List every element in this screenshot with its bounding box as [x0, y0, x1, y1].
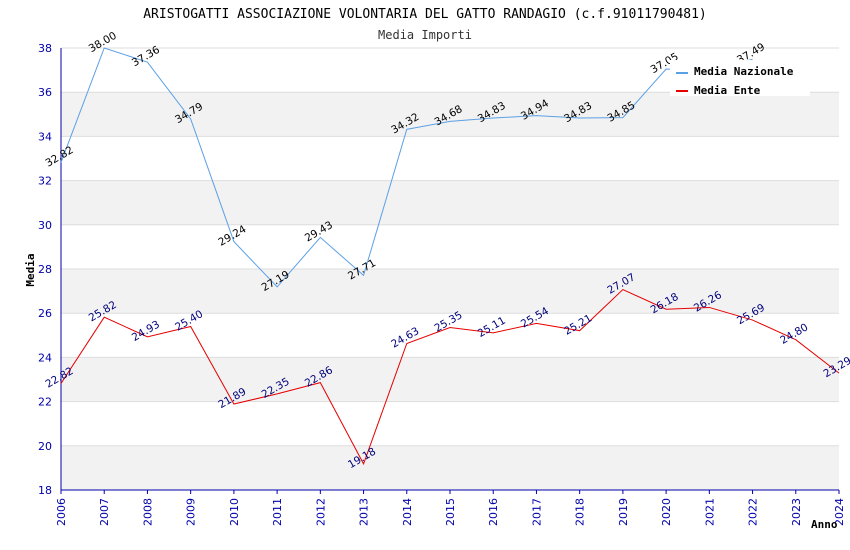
x-axis-label: Anno — [811, 518, 838, 531]
y-tick-label: 34 — [38, 130, 52, 143]
chart-subtitle: Media Importi — [378, 28, 472, 42]
x-tick-label: 2019 — [617, 498, 630, 526]
x-tick-label: 2023 — [790, 498, 803, 526]
x-tick-label: 2017 — [530, 498, 543, 526]
y-tick-label: 22 — [38, 396, 52, 409]
x-tick-label: 2020 — [660, 498, 673, 526]
legend-box — [670, 60, 810, 96]
y-axis-ticks: 18 20 22 24 26 28 30 32 34 36 38 — [38, 42, 52, 497]
grid-band — [61, 269, 839, 314]
y-tick-label: 38 — [38, 42, 52, 55]
series-line-media-nazionale — [60, 47, 753, 288]
y-tick-label: 28 — [38, 263, 52, 276]
y-tick-label: 26 — [38, 307, 52, 320]
y-tick-label: 32 — [38, 175, 52, 188]
grid-band — [61, 224, 839, 269]
x-tick-label: 2011 — [271, 498, 284, 526]
x-tick-label: 2013 — [358, 498, 371, 526]
x-tick-label: 2006 — [55, 498, 68, 526]
series-line-media-ente — [60, 288, 840, 466]
grid-band — [61, 136, 839, 181]
chart-title: ARISTOGATTI ASSOCIAZIONE VOLONTARIA DEL … — [143, 7, 707, 22]
legend: Media Nazionale Media Ente — [670, 60, 810, 97]
grid-band — [61, 92, 839, 137]
grid-band — [61, 180, 839, 225]
series-lines — [60, 47, 840, 466]
x-tick-label: 2021 — [703, 498, 716, 526]
legend-label-nazionale: Media Nazionale — [694, 65, 794, 78]
x-tick-label: 2010 — [228, 498, 241, 526]
grid-band — [61, 401, 839, 446]
x-tick-label: 2014 — [401, 498, 414, 526]
x-tick-label: 2007 — [98, 498, 111, 526]
x-tick-label: 2018 — [574, 498, 587, 526]
y-axis-label: Media — [24, 253, 37, 286]
y-tick-label: 18 — [38, 484, 52, 497]
y-tick-label: 36 — [38, 86, 52, 99]
legend-label-ente: Media Ente — [694, 84, 761, 97]
x-axis-ticks: 2006 2007 2008 2009 2010 2011 2012 2013 2014 2015… — [55, 490, 846, 526]
grid-bands — [60, 47, 839, 491]
grid-band — [61, 357, 839, 402]
x-tick-label: 2012 — [314, 498, 327, 526]
x-tick-label: 2008 — [141, 498, 154, 526]
x-tick-label: 2015 — [444, 498, 457, 526]
y-tick-label: 30 — [38, 219, 52, 232]
x-tick-label: 2009 — [185, 498, 198, 526]
y-tick-label: 24 — [38, 351, 52, 364]
x-tick-label: 2016 — [487, 498, 500, 526]
grid-band — [61, 313, 839, 358]
x-tick-label: 2024 — [833, 498, 846, 526]
x-tick-label: 2022 — [747, 498, 760, 526]
y-tick-label: 20 — [38, 440, 52, 453]
grid-band — [61, 445, 839, 490]
